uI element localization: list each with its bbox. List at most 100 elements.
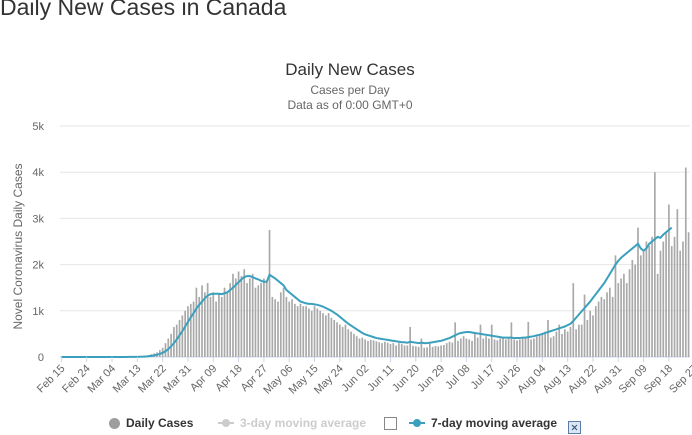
- bar: [555, 331, 558, 357]
- bar: [389, 344, 392, 357]
- bar: [645, 241, 648, 357]
- bar: [440, 345, 442, 357]
- bar: [544, 331, 546, 357]
- bar: [181, 315, 184, 357]
- bar: [580, 324, 583, 357]
- bar: [637, 227, 639, 357]
- line-marker-icon: [409, 419, 425, 427]
- bar: [201, 285, 203, 357]
- bar: [673, 236, 676, 357]
- chart-subtitle: Cases per Day: [310, 83, 390, 97]
- bar: [552, 336, 555, 357]
- bar: [187, 306, 189, 357]
- bar: [493, 339, 496, 357]
- bar: [184, 310, 186, 357]
- bar: [243, 269, 246, 357]
- bar: [268, 229, 271, 357]
- bar: [254, 287, 257, 357]
- chart-legend: Daily Cases 3-day moving average 7-day m…: [0, 416, 692, 434]
- bar: [564, 329, 566, 357]
- legend-item-3day[interactable]: 3-day moving average: [218, 416, 366, 430]
- bar: [479, 324, 482, 357]
- bar: [623, 273, 625, 357]
- bar: [308, 308, 310, 357]
- legend-item-7day[interactable]: 7-day moving average: [384, 416, 557, 430]
- bar: [218, 294, 220, 357]
- x-tick-label: Apr 09: [188, 363, 219, 394]
- x-tick-label: Jun 20: [390, 363, 422, 395]
- y-tick-label: 4k: [32, 167, 44, 179]
- bar: [639, 255, 642, 357]
- bar: [687, 232, 690, 357]
- bar: [417, 346, 420, 357]
- bar: [178, 320, 181, 357]
- bar: [558, 324, 561, 357]
- bar: [614, 255, 617, 357]
- bar: [504, 339, 507, 357]
- bar: [490, 324, 493, 357]
- bar: [423, 347, 426, 357]
- bar: [274, 299, 276, 357]
- bar: [322, 313, 324, 357]
- bar: [412, 345, 414, 357]
- bar: [189, 303, 192, 357]
- bar: [299, 303, 302, 357]
- bar: [232, 273, 234, 357]
- bar: [437, 346, 440, 357]
- bar: [249, 278, 251, 357]
- bar: [488, 338, 490, 357]
- bar: [378, 342, 381, 357]
- bar: [353, 333, 355, 357]
- bar: [319, 310, 321, 357]
- bar: [206, 283, 209, 357]
- bar: [679, 250, 681, 357]
- y-tick-label: 3k: [32, 213, 44, 225]
- bar: [549, 337, 552, 357]
- chart-title: Daily New Cases: [285, 60, 415, 79]
- bar: [285, 296, 288, 357]
- bar: [400, 344, 403, 357]
- bar: [234, 278, 237, 357]
- y-tick-label: 5k: [32, 121, 44, 133]
- x-tick-label: Jul 17: [469, 363, 498, 392]
- bar: [204, 292, 206, 357]
- bar: [566, 331, 569, 357]
- chart-data-timestamp: Data as of 0:00 GMT+0: [287, 98, 413, 112]
- bar: [310, 310, 313, 357]
- y-axis-ticks: 0 1k 2k 3k 4k 5k: [32, 121, 44, 364]
- bar: [426, 347, 428, 357]
- bar: [291, 299, 293, 357]
- bar: [294, 303, 296, 357]
- bar: [569, 326, 572, 357]
- bar: [535, 336, 538, 357]
- bar: [476, 337, 479, 357]
- bar: [496, 340, 499, 357]
- bar: [431, 346, 434, 357]
- bar: [220, 296, 223, 357]
- bar: [223, 287, 226, 357]
- export-menu-icon[interactable]: [568, 421, 581, 434]
- checkbox-icon[interactable]: [384, 416, 397, 430]
- legend-item-daily-cases[interactable]: Daily Cases: [109, 416, 193, 430]
- bar: [516, 340, 518, 357]
- bar: [600, 296, 603, 357]
- bar: [355, 336, 358, 357]
- bar: [665, 232, 667, 357]
- bar: [429, 343, 431, 357]
- bar: [625, 283, 628, 357]
- bar: [406, 345, 409, 357]
- bar: [592, 315, 594, 357]
- y-tick-label: 1k: [32, 306, 44, 318]
- bar: [341, 326, 344, 357]
- bar: [617, 283, 620, 357]
- bar: [339, 324, 341, 357]
- bar: [327, 313, 330, 357]
- bar: [445, 343, 448, 357]
- bar: [502, 337, 504, 357]
- bar: [347, 329, 350, 357]
- y-tick-label: 2k: [32, 260, 44, 272]
- bar: [364, 339, 366, 357]
- bar: [386, 342, 389, 357]
- x-tick-label: Jun 02: [339, 363, 371, 395]
- bar: [659, 250, 662, 357]
